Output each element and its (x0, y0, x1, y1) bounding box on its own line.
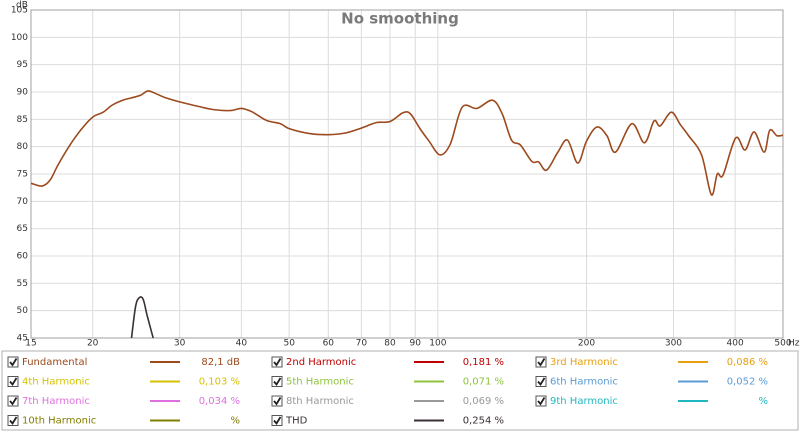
y-tick-label: 65 (17, 224, 28, 234)
checkbox[interactable] (7, 415, 19, 426)
checkmark[interactable] (273, 358, 282, 367)
y-tick-label: 55 (17, 279, 28, 289)
checkbox[interactable] (271, 395, 283, 407)
checkbox[interactable] (7, 356, 19, 368)
legend-readout: 82,1 dB (201, 357, 240, 368)
series-line (31, 90, 783, 196)
checkbox[interactable] (271, 415, 283, 426)
y-tick-label: 80 (17, 142, 29, 152)
y-tick-label: 85 (17, 115, 28, 125)
checkmark[interactable] (9, 416, 18, 426)
legend-readout: 0,086 % (727, 357, 768, 368)
y-tick-label: 60 (17, 252, 29, 262)
legend-entry: Fundamental 82,1 dB (7, 356, 240, 368)
plot-border (30, 9, 784, 339)
y-tick-label: 90 (17, 88, 29, 98)
legend-readout: 0,052 % (727, 377, 768, 388)
x-tick-label: 20 (87, 339, 99, 349)
legend-entry: THD 0,254 % (271, 415, 504, 427)
checkbox[interactable] (7, 376, 19, 387)
checkmark[interactable] (273, 397, 282, 406)
legend-readout: 0,034 % (199, 396, 240, 407)
chart-title: No smoothing (341, 10, 459, 28)
checkmark[interactable] (9, 358, 18, 367)
x-tick-label: 30 (174, 339, 186, 349)
legend-entry: 9th Harmonic% (535, 395, 768, 407)
checkmark[interactable] (537, 358, 546, 367)
x-tick-label: 50 (283, 339, 295, 349)
x-tick-label: 500 (774, 339, 791, 349)
legend-entry: 8th Harmonic 0,069 % (271, 395, 504, 407)
x-tick-label: 200 (578, 339, 595, 349)
y-tick-label: 45 (17, 334, 28, 344)
series-line (130, 296, 155, 338)
y-tick-label: 75 (17, 170, 28, 180)
checkbox[interactable] (271, 356, 283, 368)
y-tick-label: 50 (17, 306, 29, 316)
legend-readout: 0,071 % (463, 377, 504, 388)
legend-entry: 2nd Harmonic 0,181 % (271, 356, 504, 368)
legend-label: 5th Harmonic (286, 377, 354, 388)
legend-label: 2nd Harmonic (286, 357, 356, 368)
legend-entry: 6th Harmonic 0,052 % (535, 376, 768, 388)
legend-panel (1, 350, 799, 431)
x-tick-label: 400 (727, 339, 744, 349)
legend-readout: 0,103 % (199, 377, 240, 388)
checkmark[interactable] (273, 416, 282, 426)
legend-entry: 10th Harmonic% (7, 415, 240, 427)
y-tick-label: 70 (17, 197, 29, 207)
legend-label: 9th Harmonic (550, 396, 618, 407)
x-tick-label: 60 (323, 339, 335, 349)
legend-entry: 7th Harmonic 0,034 % (7, 395, 240, 407)
legend-label: 6th Harmonic (550, 377, 618, 388)
legend-label: 8th Harmonic (286, 396, 354, 407)
checkbox[interactable] (271, 376, 283, 387)
legend-readout: % (230, 416, 240, 427)
legend-entry: 3rd Harmonic 0,086 % (535, 356, 768, 368)
legend-entry: 5th Harmonic 0,071 % (271, 376, 504, 388)
checkbox[interactable] (535, 376, 547, 387)
checkmark[interactable] (537, 377, 546, 387)
legend-readout: 0,069 % (463, 396, 504, 407)
x-tick-label: 100 (429, 339, 446, 349)
checkmark[interactable] (273, 377, 282, 387)
legend-readout: 0,254 % (463, 416, 504, 427)
y-axis-label: dB (16, 1, 28, 11)
legend-readout: 0,181 % (463, 357, 504, 368)
legend-label: Fundamental (22, 357, 87, 368)
x-tick-label: 40 (236, 339, 248, 349)
legend-label: 7th Harmonic (22, 396, 90, 407)
legend-label: 3rd Harmonic (550, 357, 618, 368)
y-tick-label: 95 (17, 60, 28, 70)
curves (31, 90, 783, 338)
checkmark[interactable] (537, 397, 546, 406)
legend-entry: 4th Harmonic 0,103 % (7, 376, 240, 388)
checkmark[interactable] (9, 397, 18, 406)
grid (30, 9, 784, 339)
x-tick-label: 300 (665, 339, 682, 349)
labels: 45 50 55 60 65 70 75 80 85 90 95 100 105 15 20 30 40 50 60… (11, 6, 792, 349)
checkbox[interactable] (535, 356, 547, 368)
checkmark[interactable] (9, 377, 18, 387)
legend-label: 4th Harmonic (22, 377, 90, 388)
x-tick-label: 80 (384, 339, 396, 349)
x-tick-label: 15 (25, 339, 36, 349)
legend: Fundamental 82,1 dB 2nd Harmonic 0,181 % 3rd… (7, 356, 768, 427)
checkbox[interactable] (535, 395, 547, 407)
x-axis-label: Hz (788, 339, 800, 349)
legend-label: 10th Harmonic (22, 416, 96, 427)
y-tick-label: 105 (11, 6, 28, 16)
x-tick-label: 70 (356, 339, 368, 349)
legend-readout: % (758, 396, 768, 407)
x-tick-label: 90 (410, 339, 422, 349)
legend-label: THD (285, 416, 308, 427)
y-tick-label: 100 (11, 33, 28, 43)
checkbox[interactable] (7, 395, 19, 407)
